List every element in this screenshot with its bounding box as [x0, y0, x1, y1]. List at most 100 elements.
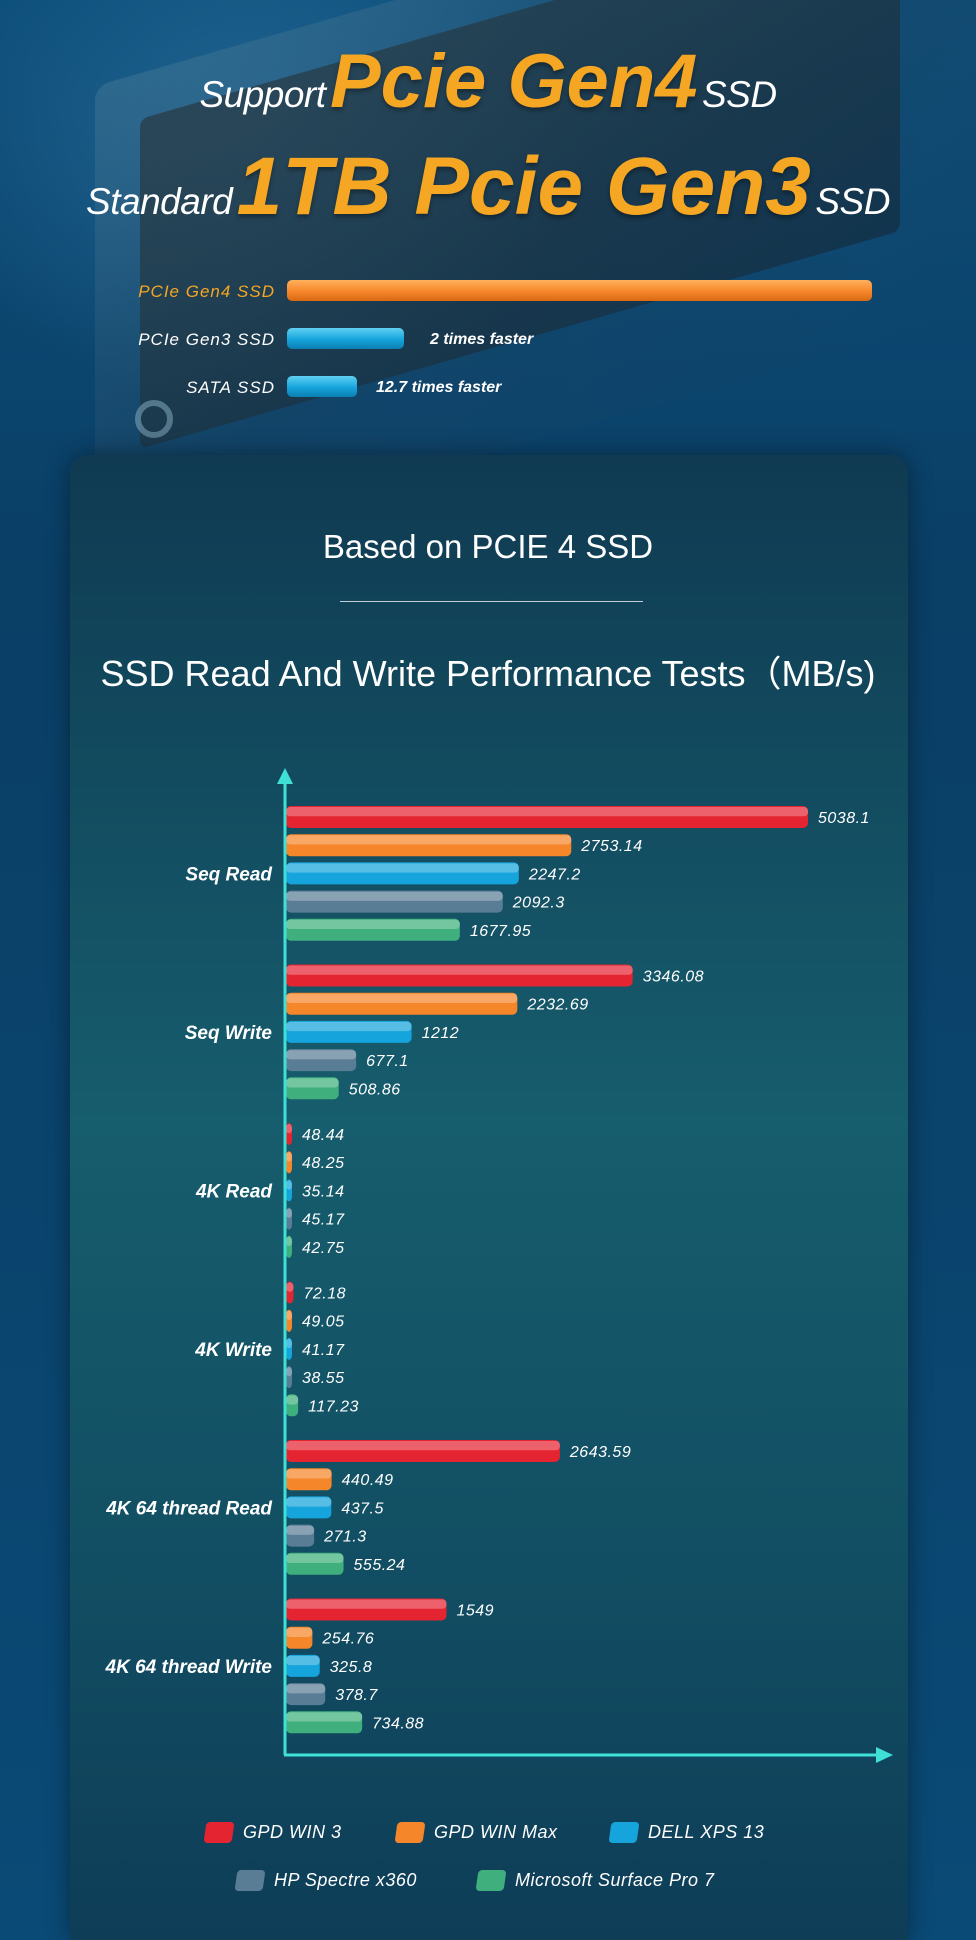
bar-highlight	[286, 1021, 412, 1032]
headline-line-2: Standard 1TB Pcie Gen3 SSD	[0, 140, 976, 234]
bar-highlight	[286, 1180, 292, 1190]
bar-highlight	[286, 919, 460, 930]
bar-highlight	[286, 1395, 299, 1405]
ssd-mount-notch	[135, 400, 173, 438]
headline-1-emphasis: Pcie Gen4	[329, 39, 698, 124]
value-label-seq-write-dell-xps-13: 1212	[422, 1025, 460, 1042]
value-label-4k-64-thread-read-gpd-win-3: 2643.59	[569, 1444, 631, 1461]
bar-4k-64-thread-write-gpd-win-3	[286, 1598, 447, 1621]
value-label-seq-read-hp-spectre-x360: 2092.3	[512, 895, 565, 912]
comparison-bar-sata	[287, 376, 357, 397]
value-label-seq-read-gpd-win-max: 2753.14	[580, 838, 642, 855]
card-subtitle: Based on PCIE 4 SSD	[322, 528, 654, 565]
value-label-4k-64-thread-read-hp-spectre-x360: 271.3	[323, 1529, 367, 1546]
value-label-seq-read-microsoft-surface-pro-7: 1677.95	[470, 923, 531, 940]
value-label-seq-write-microsoft-surface-pro-7: 508.86	[349, 1081, 401, 1098]
bar-highlight	[286, 1553, 344, 1564]
bar-4k-write-gpd-win-max	[286, 1309, 292, 1332]
comparison-label-gen3: PCIe Gen3 SSD	[138, 330, 275, 349]
bar-highlight	[286, 1627, 313, 1637]
bar-highlight	[286, 1469, 332, 1479]
bar-4k-read-hp-spectre-x360	[286, 1207, 292, 1230]
bar-highlight	[286, 1712, 363, 1722]
bar-highlight	[286, 1236, 292, 1247]
bar-4k-write-microsoft-surface-pro-7	[286, 1394, 299, 1417]
value-label-4k-read-gpd-win-3: 48.44	[302, 1127, 345, 1144]
value-label-4k-64-thread-write-microsoft-surface-pro-7: 734.88	[372, 1715, 424, 1732]
ssd-comparison: PCIe Gen4 SSD PCIe Gen3 SSD 2 times fast…	[0, 0, 976, 420]
legend-label: GPD WIN Max	[434, 1822, 558, 1842]
category-label-4k-64-thread-write: 4K 64 thread Write	[105, 1657, 273, 1678]
performance-card	[70, 455, 908, 1940]
bar-highlight	[286, 1684, 326, 1694]
bar-highlight	[286, 807, 808, 817]
value-label-4k-read-dell-xps-13: 35.14	[302, 1183, 345, 1200]
legend-label: DELL XPS 13	[648, 1822, 765, 1842]
axes-layer	[277, 768, 893, 1763]
headline-line-1: Support Pcie Gen4 SSD	[0, 38, 976, 125]
bar-4k-64-thread-write-hp-spectre-x360	[286, 1683, 326, 1706]
comparison-bar-gen4	[287, 280, 872, 301]
legend-label: Microsoft Surface Pro 7	[515, 1870, 715, 1890]
value-label-4k-write-gpd-win-3: 72.18	[303, 1286, 346, 1303]
legend-item-gpd-win-3: GPD WIN 3	[203, 1822, 342, 1843]
bar-4k-64-thread-read-gpd-win-max	[286, 1468, 332, 1491]
value-label-seq-write-gpd-win-max: 2232.69	[526, 997, 588, 1014]
bar-4k-read-gpd-win-3	[286, 1123, 292, 1145]
bar-4k-64-thread-write-dell-xps-13	[286, 1654, 320, 1677]
category-label-seq-read: Seq Read	[185, 864, 272, 885]
bar-4k-write-hp-spectre-x360	[286, 1366, 292, 1389]
value-label-4k-64-thread-read-gpd-win-max: 440.49	[342, 1472, 394, 1489]
legend-label: HP Spectre x360	[274, 1870, 417, 1890]
bar-highlight	[286, 965, 633, 975]
bar-4k-64-thread-write-microsoft-surface-pro-7	[286, 1711, 363, 1734]
bar-highlight	[286, 1078, 339, 1088]
category-label-4k-read: 4K Read	[195, 1181, 272, 1202]
value-label-4k-64-thread-read-dell-xps-13: 437.5	[341, 1500, 384, 1517]
bar-seq-read-dell-xps-13	[286, 862, 519, 885]
bar-4k-64-thread-write-gpd-win-max	[286, 1626, 313, 1649]
subtitle-divider	[340, 601, 643, 602]
value-label-4k-64-thread-write-hp-spectre-x360: 378.7	[335, 1687, 378, 1704]
headline-1-suffix: SSD	[701, 74, 777, 115]
legend-swatch	[234, 1870, 266, 1891]
bar-highlight	[286, 1367, 292, 1377]
legend-item-gpd-win-max: GPD WIN Max	[394, 1822, 558, 1843]
bar-highlight	[286, 1525, 315, 1535]
value-label-4k-64-thread-write-gpd-win-3: 1549	[456, 1603, 494, 1620]
value-label-4k-64-thread-write-gpd-win-max: 254.76	[321, 1631, 374, 1648]
comparison-label-gen4: PCIe Gen4 SSD	[138, 282, 275, 301]
bar-seq-write-gpd-win-max	[286, 992, 518, 1015]
bar-4k-read-dell-xps-13	[286, 1179, 292, 1202]
bar-4k-read-gpd-win-max	[286, 1151, 292, 1174]
category-label-4k-write: 4K Write	[194, 1340, 272, 1361]
bar-highlight	[286, 1338, 292, 1349]
value-label-seq-read-gpd-win-3: 5038.1	[818, 810, 870, 827]
bar-highlight	[286, 863, 519, 873]
headline-1-prefix: Support	[199, 74, 326, 115]
bar-highlight	[286, 1124, 292, 1134]
bar-highlight	[286, 1655, 320, 1666]
value-label-4k-read-hp-spectre-x360: 45.17	[302, 1212, 345, 1229]
bar-highlight	[286, 993, 518, 1003]
bar-seq-read-microsoft-surface-pro-7	[286, 918, 460, 941]
bar-highlight	[286, 1208, 292, 1218]
bar-seq-read-gpd-win-max	[286, 834, 572, 857]
value-label-4k-64-thread-write-dell-xps-13: 325.8	[330, 1659, 373, 1676]
legend-swatch	[608, 1822, 640, 1843]
bar-highlight	[286, 1441, 560, 1451]
legend-swatch	[394, 1822, 426, 1843]
headline-2-emphasis: 1TB Pcie Gen3	[236, 141, 811, 232]
bar-4k-write-gpd-win-3	[286, 1281, 294, 1304]
bar-4k-read-microsoft-surface-pro-7	[286, 1235, 292, 1258]
bar-highlight	[286, 1599, 447, 1609]
bar-highlight	[286, 1497, 332, 1507]
comparison-note-gen3: 2 times faster	[430, 331, 534, 348]
comparison-note-sata: 12.7 times faster	[376, 379, 502, 396]
bar-4k-64-thread-read-gpd-win-3	[286, 1440, 560, 1462]
bar-seq-read-gpd-win-3	[286, 806, 808, 828]
value-label-4k-write-dell-xps-13: 41.17	[302, 1342, 345, 1359]
bar-highlight	[286, 891, 503, 901]
